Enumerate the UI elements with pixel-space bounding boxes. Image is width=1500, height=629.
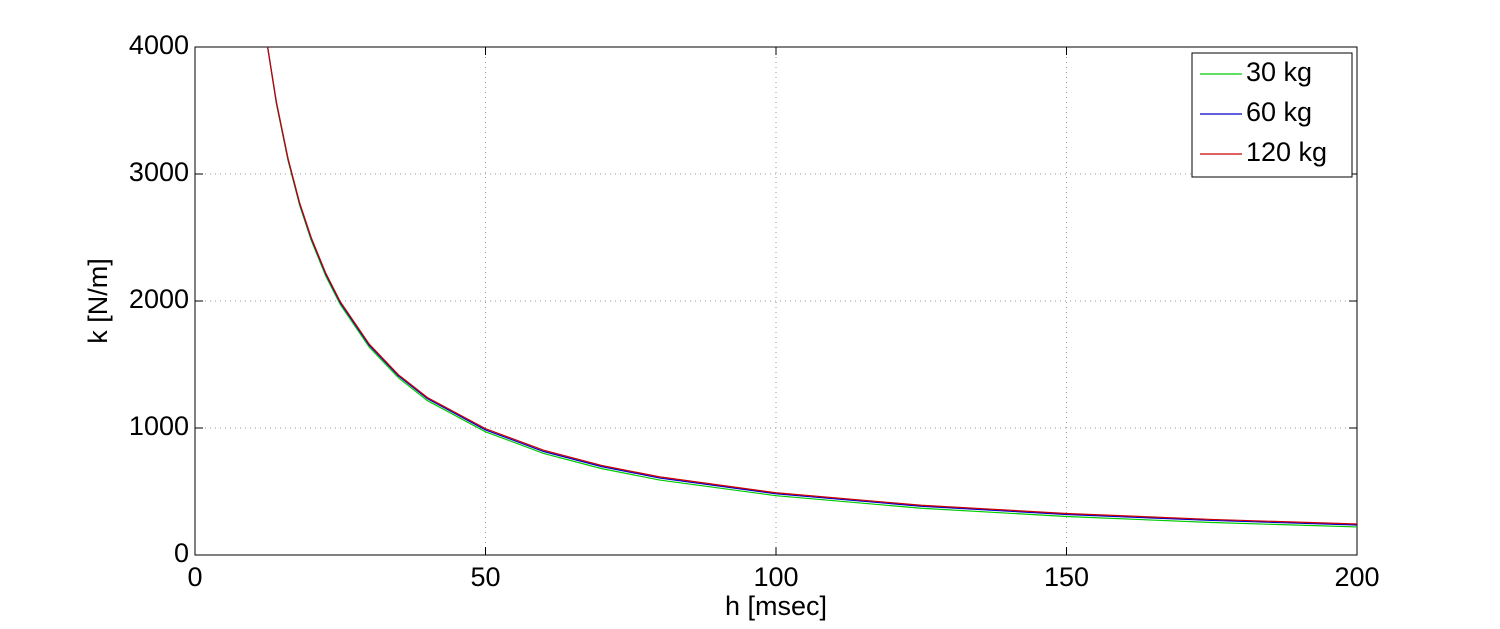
y-axis-label: k [N/m] [83,258,113,344]
data-line [267,47,1357,525]
y-tick-label: 2000 [129,284,189,314]
y-tick-label: 0 [174,538,189,568]
legend-label: 30 kg [1246,57,1312,87]
x-tick-label: 50 [470,562,500,592]
x-tick-label: 0 [187,562,202,592]
legend-label: 60 kg [1246,97,1312,127]
x-tick-label: 200 [1334,562,1379,592]
x-tick-label: 150 [1044,562,1089,592]
x-axis-label: h [msec] [725,591,827,621]
legend-label: 120 kg [1246,137,1327,167]
y-tick-label: 3000 [129,157,189,187]
x-tick-label: 100 [753,562,798,592]
axes-box [194,46,1358,556]
y-tick-label: 1000 [129,411,189,441]
y-tick-label: 4000 [129,30,189,60]
